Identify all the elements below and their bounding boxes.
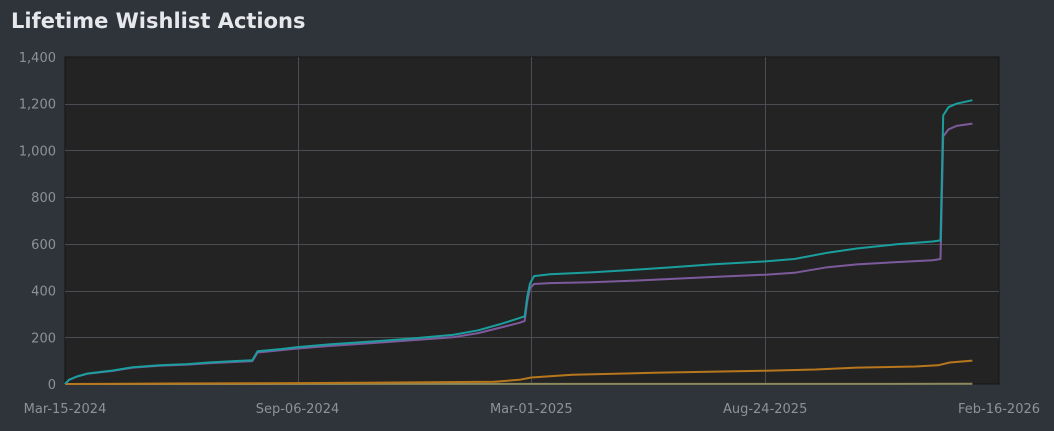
y-tick-label: 1,200 [19, 98, 56, 113]
x-tick-label: Sep-06-2024 [256, 402, 340, 417]
y-tick-label: 0 [48, 378, 56, 393]
x-axis-ticks: Mar-15-2024 Sep-06-2024 Mar-01-2025 Aug-24-… [24, 402, 1040, 417]
y-tick-label: 1,000 [19, 144, 56, 159]
x-tick-label: Mar-15-2024 [24, 402, 107, 417]
x-tick-label: Aug-24-2025 [723, 402, 807, 417]
series-lines [64, 99, 973, 385]
y-tick-label: 600 [31, 238, 56, 253]
y-tick-label: 800 [31, 191, 56, 206]
chart-title: Lifetime Wishlist Actions [11, 9, 306, 33]
y-tick-label: 200 [31, 331, 56, 346]
series-line [64, 99, 973, 385]
series-line [64, 359, 973, 385]
x-tick-label: Feb-16-2026 [958, 402, 1040, 417]
y-tick-label: 1,400 [19, 51, 56, 66]
grid-lines [65, 57, 999, 384]
y-axis-ticks: 0 200 400 600 800 1,000 1,200 1,400 [19, 51, 56, 393]
y-tick-label: 400 [31, 285, 56, 300]
x-tick-label: Mar-01-2025 [490, 402, 573, 417]
